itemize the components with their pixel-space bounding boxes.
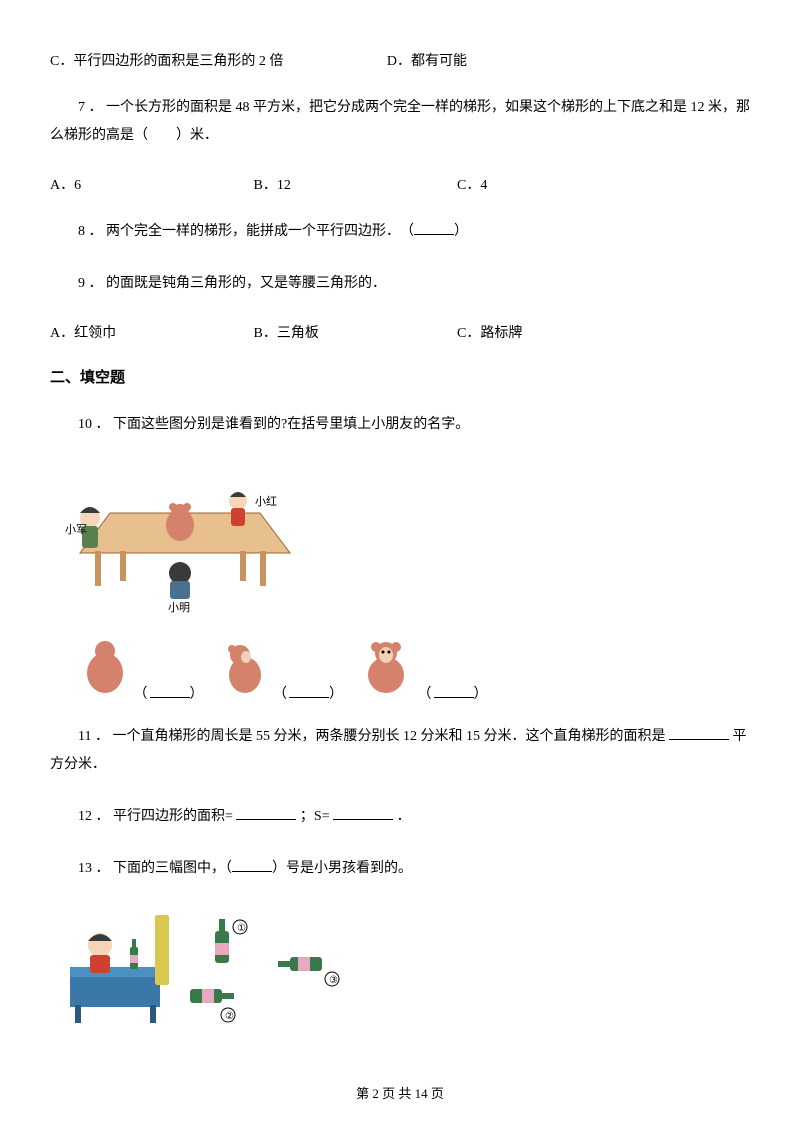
q10-monkey-row: （ ） （ ） （ ） bbox=[80, 633, 750, 703]
q13-text-a: 下面的三幅图中，（ bbox=[113, 861, 232, 876]
q6-opt-d: D．都有可能 bbox=[387, 54, 467, 69]
q11: 11 ． 一个直角梯形的周长是 55 分米，两条腰分别长 12 分米和 15 分… bbox=[50, 723, 750, 779]
q13: 13 ． 下面的三幅图中，（ ）号是小男孩看到的。 bbox=[50, 855, 750, 883]
q12-text-b: ；S= bbox=[300, 809, 330, 824]
q7-opt-a: A．6 bbox=[50, 174, 250, 194]
monkey-view-1 bbox=[80, 633, 130, 698]
q8-num: 8 ． bbox=[78, 224, 103, 239]
q13-text-b: ）号是小男孩看到的。 bbox=[272, 861, 412, 876]
q8-blank[interactable] bbox=[414, 234, 454, 235]
paren-3b: ） bbox=[474, 687, 490, 702]
q10: 10 ． 下面这些图分别是谁看到的?在括号里填上小朋友的名字。 bbox=[50, 411, 750, 439]
q12-blank-1[interactable] bbox=[236, 819, 296, 820]
q9-options: A．红领巾 B．三角板 C．路标牌 bbox=[50, 322, 750, 342]
q6-opt-c: C．平行四边形的面积是三角形的 2 倍 bbox=[50, 54, 283, 69]
bottle-label-1: ① bbox=[237, 923, 246, 934]
q8: 8 ． 两个完全一样的梯形，能拼成一个平行四边形． （ ） bbox=[50, 218, 750, 246]
q10-blank-2[interactable] bbox=[289, 697, 329, 698]
q10-scene-image: 小军 小红 小明 bbox=[60, 463, 300, 613]
q10-blank-3[interactable] bbox=[434, 697, 474, 698]
paren-1a: （ bbox=[134, 687, 150, 702]
q8-suffix: ） bbox=[454, 224, 468, 239]
q9: 9 ． 的面既是钝角三角形的，又是等腰三角形的． bbox=[50, 270, 750, 298]
q9-opt-b: B．三角板 bbox=[254, 322, 454, 342]
q12-num: 12 ． bbox=[78, 809, 110, 824]
q13-blank[interactable] bbox=[232, 871, 272, 872]
q11-num: 11 ． bbox=[78, 729, 109, 744]
q13-scene-image: ① ② ③ bbox=[60, 907, 380, 1027]
q7-options: A．6 B．12 C．4 bbox=[50, 174, 750, 194]
q7-num: 7 ． bbox=[78, 100, 103, 115]
q9-num: 9 ． bbox=[78, 276, 103, 291]
q12: 12 ． 平行四边形的面积= ；S= ． bbox=[50, 803, 750, 831]
label-xiaoming: 小明 bbox=[168, 601, 190, 613]
q7-opt-b: B．12 bbox=[254, 174, 454, 194]
q12-text-c: ． bbox=[397, 809, 411, 824]
q9-opt-a: A．红领巾 bbox=[50, 322, 250, 342]
paren-2b: ） bbox=[329, 687, 345, 702]
bottle-label-3: ③ bbox=[329, 975, 338, 986]
bottle-label-2: ② bbox=[225, 1011, 234, 1022]
q7: 7 ． 一个长方形的面积是 48 平方米，把它分成两个完全一样的梯形，如果这个梯… bbox=[50, 94, 750, 150]
q7-text: 一个长方形的面积是 48 平方米，把它分成两个完全一样的梯形，如果这个梯形的上下… bbox=[50, 100, 750, 143]
page-footer: 第 2 页 共 14 页 bbox=[50, 1083, 750, 1102]
q12-blank-2[interactable] bbox=[333, 819, 393, 820]
monkey-view-2 bbox=[220, 633, 270, 698]
paren-3a: （ bbox=[418, 687, 434, 702]
q6-options: C．平行四边形的面积是三角形的 2 倍 D．都有可能 bbox=[50, 50, 750, 70]
paren-2a: （ bbox=[273, 687, 289, 702]
q8-text: 两个完全一样的梯形，能拼成一个平行四边形． （ bbox=[106, 224, 414, 239]
q10-num: 10 ． bbox=[78, 417, 110, 432]
q12-text-a: 平行四边形的面积= bbox=[113, 809, 233, 824]
q11-text: 一个直角梯形的周长是 55 分米，两条腰分别长 12 分米和 15 分米．这个直… bbox=[112, 729, 665, 744]
label-xiaojun: 小军 bbox=[65, 523, 87, 536]
paren-1b: ） bbox=[190, 687, 206, 702]
q10-text: 下面这些图分别是谁看到的?在括号里填上小朋友的名字。 bbox=[113, 417, 469, 432]
q9-text: 的面既是钝角三角形的，又是等腰三角形的． bbox=[106, 276, 386, 291]
q9-opt-c: C．路标牌 bbox=[457, 322, 522, 342]
q10-blank-1[interactable] bbox=[150, 697, 190, 698]
q11-blank[interactable] bbox=[669, 739, 729, 740]
monkey-view-3 bbox=[359, 633, 414, 698]
label-xiaohong: 小红 bbox=[255, 495, 277, 508]
section-2-title: 二、填空题 bbox=[50, 366, 750, 387]
q13-num: 13 ． bbox=[78, 861, 110, 876]
q7-opt-c: C．4 bbox=[457, 174, 487, 194]
